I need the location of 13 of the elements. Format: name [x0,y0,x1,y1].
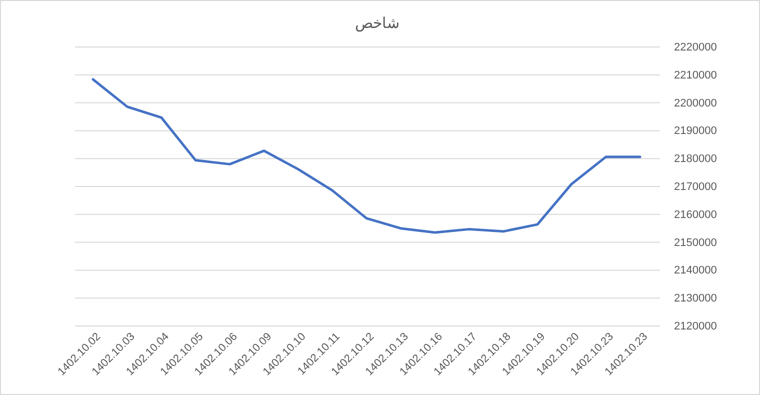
y-tick-label: 2160000 [674,208,717,221]
y-tick-label: 2200000 [674,97,717,110]
y-tick-label: 2130000 [674,292,717,305]
y-tick-label: 2150000 [674,236,717,249]
line-series [92,78,642,234]
y-tick-label: 2140000 [674,264,717,277]
y-tick-label: 2180000 [674,153,717,166]
chart-title: شاخص [355,15,400,32]
y-tick-label: 2210000 [674,69,717,82]
y-tick-label: 2120000 [674,320,717,333]
y-tick-label: 2170000 [674,181,717,194]
y-tick-label: 2190000 [674,125,717,138]
y-tick-label: 2220000 [674,42,717,54]
